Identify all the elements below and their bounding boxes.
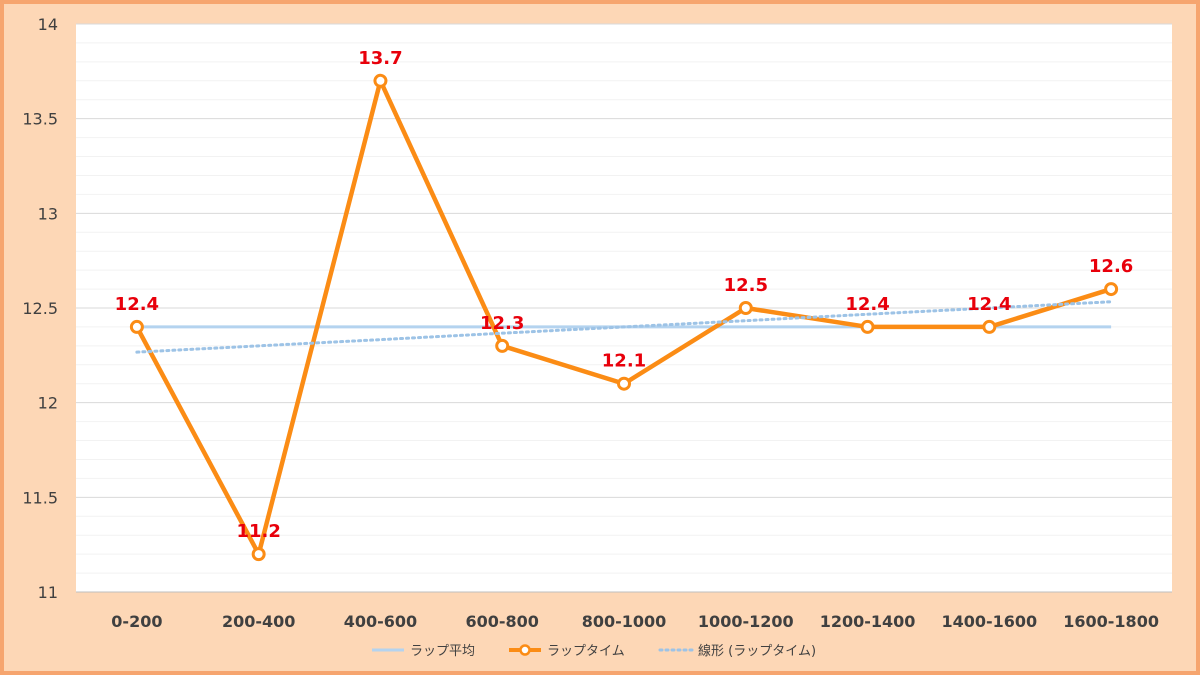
x-tick-label: 200-400 xyxy=(222,612,295,631)
x-tick-label: 1400-1600 xyxy=(941,612,1037,631)
y-tick-label: 12.5 xyxy=(22,299,58,318)
y-tick-label: 12 xyxy=(38,394,58,413)
x-tick-label: 1200-1400 xyxy=(820,612,916,631)
x-tick-label: 400-600 xyxy=(344,612,417,631)
data-label: 12.3 xyxy=(480,313,524,334)
series-line-trend xyxy=(135,300,1113,354)
data-point-marker xyxy=(738,301,753,315)
series-lines xyxy=(134,78,1113,557)
data-label: 12.1 xyxy=(602,351,646,372)
legend: ラップ平均 ラップタイム 線形 (ラップタイム) xyxy=(372,643,816,659)
x-tick-label: 0-200 xyxy=(111,612,162,631)
y-tick-label: 14 xyxy=(38,15,58,34)
data-label: 12.4 xyxy=(115,294,159,315)
data-label: 12.4 xyxy=(967,294,1011,315)
data-labels: 12.4 11.2 13.7 12.3 12.1 12.5 12.4 12.4 12.6 xyxy=(115,48,1134,542)
data-point-marker xyxy=(495,338,510,353)
legend-label: ラップ平均 xyxy=(410,644,475,659)
data-point-marker xyxy=(982,319,997,334)
x-tick-label: 1600-1800 xyxy=(1063,612,1159,631)
data-point-marker xyxy=(1104,282,1119,297)
data-label: 12.6 xyxy=(1089,256,1133,277)
x-tick-label: 600-800 xyxy=(466,612,539,631)
x-tick-label: 1000-1200 xyxy=(698,612,794,631)
y-axis-ticks: 11 11.5 12 12.5 13 13.5 14 xyxy=(22,15,58,602)
data-label: 13.7 xyxy=(358,48,402,69)
x-tick-label: 800-1000 xyxy=(582,612,667,631)
series-line-lap xyxy=(134,78,1112,557)
legend-label: ラップタイム xyxy=(547,644,625,659)
y-tick-label: 11.5 xyxy=(22,488,58,507)
data-point-marker xyxy=(373,73,388,88)
data-point-marker xyxy=(860,319,875,334)
y-tick-label: 13.5 xyxy=(22,110,58,129)
x-axis-ticks: 0-200 200-400 400-600 600-800 800-1000 1000-1… xyxy=(111,612,1159,631)
data-label: 12.4 xyxy=(845,294,889,315)
data-point-marker xyxy=(251,547,266,562)
data-point-marker xyxy=(617,376,631,391)
y-tick-label: 11 xyxy=(38,583,58,602)
y-tick-label: 13 xyxy=(38,204,58,223)
data-label: 11.2 xyxy=(236,521,280,542)
legend-swatch-marker xyxy=(519,644,531,656)
legend-label: 線形 (ラップタイム) xyxy=(698,643,816,659)
data-label: 12.5 xyxy=(724,275,768,296)
series-markers xyxy=(129,73,1119,562)
data-point-marker xyxy=(129,319,144,334)
